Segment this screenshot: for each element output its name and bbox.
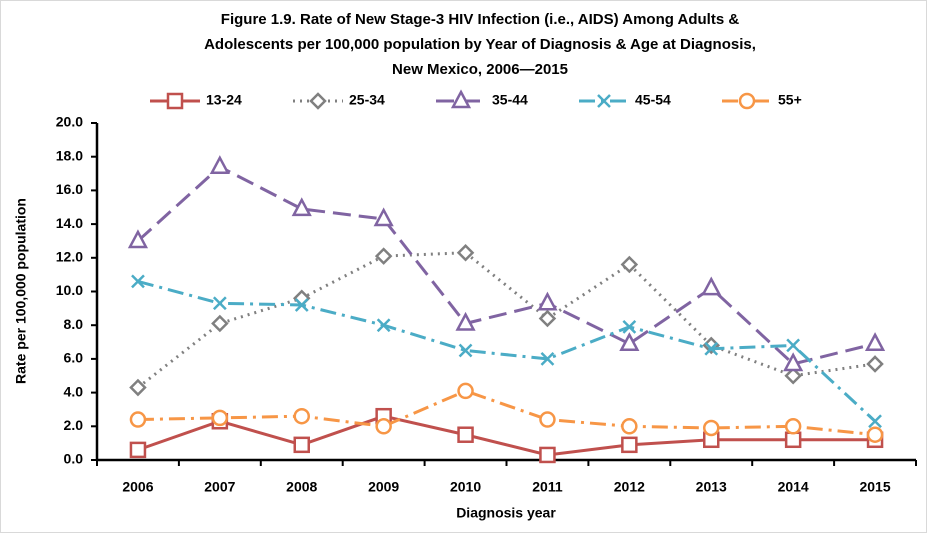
y-tick-label: 18.0: [56, 147, 83, 163]
marker: [375, 418, 392, 435]
marker: [597, 94, 611, 108]
series: [131, 274, 882, 429]
legend-label: 35-44: [492, 92, 528, 108]
y-tick-label: 6.0: [64, 350, 84, 366]
marker: [309, 92, 327, 110]
legend-label: 25-34: [349, 92, 385, 108]
marker: [539, 411, 556, 428]
legend-label: 13-24: [206, 92, 242, 108]
marker: [619, 332, 640, 351]
x-tick-label: 2014: [778, 479, 809, 495]
marker: [374, 247, 393, 265]
marker: [127, 229, 149, 249]
marker: [456, 243, 475, 262]
marker: [458, 343, 473, 358]
x-tick-label: 2006: [122, 479, 153, 495]
marker: [622, 320, 637, 334]
chart-title: Adolescents per 100,000 population by Ye…: [204, 36, 756, 53]
y-tick-label: 10.0: [56, 282, 83, 298]
marker: [784, 366, 802, 385]
series: [127, 155, 886, 372]
series: [129, 382, 884, 443]
marker: [131, 274, 145, 289]
x-tick-label: 2015: [859, 479, 890, 495]
marker: [784, 418, 802, 435]
chart-title: Figure 1.9. Rate of New Stage-3 HIV Infe…: [221, 11, 740, 28]
y-axis-label: Rate per 100,000 population: [13, 198, 29, 384]
y-tick-label: 4.0: [64, 383, 84, 399]
marker: [621, 418, 638, 435]
x-tick-label: 2007: [204, 479, 235, 495]
marker: [129, 378, 147, 397]
y-tick-label: 12.0: [56, 249, 83, 265]
series-line: [137, 414, 876, 457]
marker: [129, 441, 147, 459]
y-tick-label: 16.0: [56, 181, 83, 197]
marker: [450, 89, 472, 109]
marker: [293, 436, 310, 454]
marker: [211, 409, 229, 427]
marker: [129, 411, 147, 428]
y-tick-label: 8.0: [64, 316, 84, 332]
y-tick-label: 2.0: [64, 417, 84, 433]
marker: [373, 207, 394, 227]
series: [129, 407, 884, 464]
marker: [540, 352, 555, 366]
marker: [166, 92, 184, 110]
marker: [537, 291, 558, 311]
marker: [703, 419, 720, 437]
legend-label: 55+: [778, 92, 802, 108]
marker: [621, 436, 638, 454]
marker: [291, 197, 312, 217]
marker: [539, 446, 556, 464]
marker: [620, 255, 639, 274]
x-tick-label: 2009: [368, 479, 399, 495]
marker: [704, 341, 719, 356]
marker: [457, 426, 474, 443]
x-tick-label: 2012: [614, 479, 645, 495]
series: [129, 243, 884, 397]
marker: [786, 338, 801, 353]
marker: [376, 318, 391, 333]
marker: [209, 155, 230, 175]
marker: [212, 296, 227, 311]
marker: [864, 332, 886, 351]
marker: [868, 414, 882, 429]
x-axis-label: Diagnosis year: [456, 505, 556, 521]
marker: [293, 407, 310, 425]
marker: [783, 352, 804, 372]
marker: [538, 309, 557, 328]
marker: [738, 92, 756, 110]
marker: [457, 382, 474, 400]
marker: [866, 426, 884, 443]
y-tick-label: 0.0: [64, 451, 84, 467]
marker: [784, 431, 802, 449]
series-line: [137, 279, 877, 423]
legend-label: 45-54: [635, 92, 671, 108]
marker: [866, 355, 884, 373]
marker: [455, 311, 476, 331]
x-tick-label: 2013: [696, 479, 727, 495]
marker: [294, 298, 309, 312]
marker: [701, 276, 722, 296]
y-tick-label: 20.0: [56, 114, 83, 130]
series-line: [137, 389, 876, 437]
x-tick-label: 2011: [532, 479, 563, 495]
y-tick-label: 14.0: [56, 215, 83, 231]
x-tick-label: 2008: [286, 479, 317, 495]
marker: [211, 314, 229, 333]
x-tick-label: 2010: [450, 479, 481, 495]
series-line: [136, 165, 876, 366]
chart-title: New Mexico, 2006—2015: [392, 61, 568, 78]
